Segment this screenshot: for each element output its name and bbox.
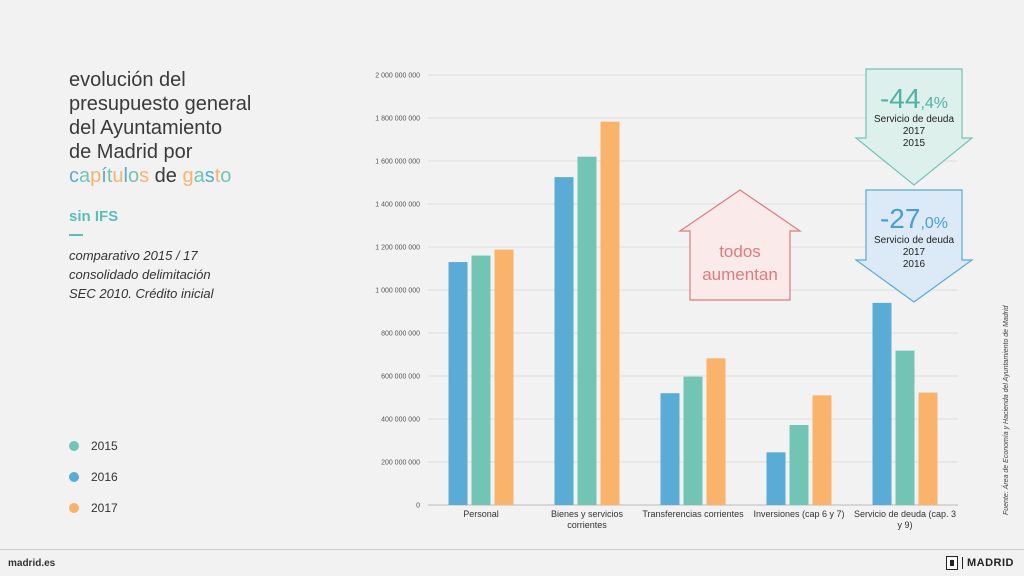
legend-dot: [69, 471, 79, 482]
subtitle-rule: [69, 234, 83, 236]
badge-value-dec: ,0%: [920, 215, 948, 232]
title-line: de Madrid por: [69, 141, 193, 163]
y-tick-label: 200 000 000: [381, 460, 420, 467]
bar: [471, 255, 491, 505]
source-note: Fuente: Área de Economía y Hacienda del …: [1003, 305, 1010, 515]
down-arrow-icon: [854, 189, 974, 303]
y-tick-label: 400 000 000: [381, 417, 420, 424]
y-tick-label: 1 400 000 000: [375, 202, 420, 209]
bar: [448, 262, 468, 505]
bar: [812, 395, 832, 505]
legend-item-2016: 2016: [69, 461, 118, 492]
badge-value: -27,0%: [880, 203, 948, 234]
legend: 2015 2016 2017: [69, 430, 118, 523]
bar: [554, 177, 574, 505]
y-tick-label: 1 000 000 000: [375, 288, 420, 295]
bar: [600, 121, 620, 505]
badge-value-int: -44: [880, 83, 920, 114]
bar: [577, 156, 597, 505]
title-line: evolución del: [69, 69, 186, 91]
annotation-arrow-up: todos aumentan: [678, 189, 802, 301]
title-word-capitulos: capítulos: [69, 165, 150, 187]
x-category-label: Personal: [463, 509, 499, 519]
annotation-line: aumentan: [702, 265, 778, 284]
bar: [789, 425, 809, 505]
badge-label: 2017: [903, 126, 926, 137]
title-line-colored: capítulos de gasto: [69, 164, 309, 188]
footer-brand: MADRID: [946, 556, 1014, 570]
description-line: comparativo 2015 / 17: [69, 248, 198, 263]
x-category-label: Servicio de deuda (cap. 3: [854, 509, 956, 519]
bar: [918, 392, 938, 505]
legend-label: 2016: [91, 469, 118, 484]
y-tick-label: 600 000 000: [381, 374, 420, 381]
bar: [494, 249, 514, 505]
description-line: consolidado delimitación: [69, 267, 211, 282]
legend-dot: [69, 502, 79, 513]
title-line: del Ayuntamiento: [69, 117, 223, 139]
badge-value-int: -27: [880, 203, 920, 234]
bar: [683, 376, 703, 505]
madrid-logo-icon: [946, 556, 958, 570]
footer-divider: [0, 549, 1024, 550]
x-category-label: Transferencias corrientes: [642, 509, 744, 519]
y-tick-label: 1 200 000 000: [375, 245, 420, 252]
badge-label: Servicio de deuda: [874, 235, 954, 246]
legend-item-2017: 2017: [69, 492, 118, 523]
bar: [895, 350, 915, 505]
y-tick-label: 800 000 000: [381, 331, 420, 338]
badge-label: 2015: [903, 138, 926, 149]
legend-dot: [69, 440, 79, 451]
title-word-gasto: gasto: [182, 165, 232, 187]
badge-debt-2017-vs-2015: -44,4% Servicio de deuda 2017 2015: [854, 68, 974, 186]
chart-bars: [448, 121, 938, 505]
bar: [872, 302, 892, 505]
legend-label: 2015: [91, 438, 118, 453]
subtitle: sin IFS: [69, 208, 119, 225]
title-word-de: de: [154, 165, 177, 187]
x-category-label: y 9): [897, 520, 912, 530]
y-tick-label: 1 600 000 000: [375, 159, 420, 166]
page-title: evolución del presupuesto general del Ay…: [69, 68, 309, 188]
badge-debt-2017-vs-2016: -27,0% Servicio de deuda 2017 2016: [854, 189, 974, 303]
badge-label: Servicio de deuda: [874, 114, 954, 125]
bar: [706, 358, 726, 505]
footer-site-link[interactable]: madrid.es: [8, 558, 56, 569]
annotation-line: todos: [719, 242, 761, 261]
down-arrow-icon: [854, 68, 974, 186]
legend-label: 2017: [91, 500, 118, 515]
legend-item-2015: 2015: [69, 430, 118, 461]
description: comparativo 2015 / 17 consolidado delimi…: [69, 246, 214, 303]
annotation-house-icon: [678, 189, 802, 301]
description-line: SEC 2010. Crédito inicial: [69, 286, 214, 301]
badge-label: 2017: [903, 247, 926, 258]
x-category-label: corrientes: [567, 520, 607, 530]
x-category-label: Inversiones (cap 6 y 7): [753, 509, 844, 519]
logo-separator: [962, 557, 963, 569]
badge-label: 2016: [903, 259, 926, 270]
x-category-label: Bienes y servicios: [551, 509, 624, 519]
y-tick-label: 1 800 000 000: [375, 116, 420, 123]
y-tick-label: 0: [416, 503, 420, 510]
badge-value: -44,4%: [880, 83, 948, 114]
brand-name: MADRID: [967, 557, 1014, 569]
bar: [766, 452, 786, 505]
bar: [660, 393, 680, 505]
title-line: presupuesto general: [69, 93, 252, 115]
y-tick-label: 2 000 000 000: [375, 73, 420, 80]
badge-value-dec: ,4%: [920, 95, 948, 112]
